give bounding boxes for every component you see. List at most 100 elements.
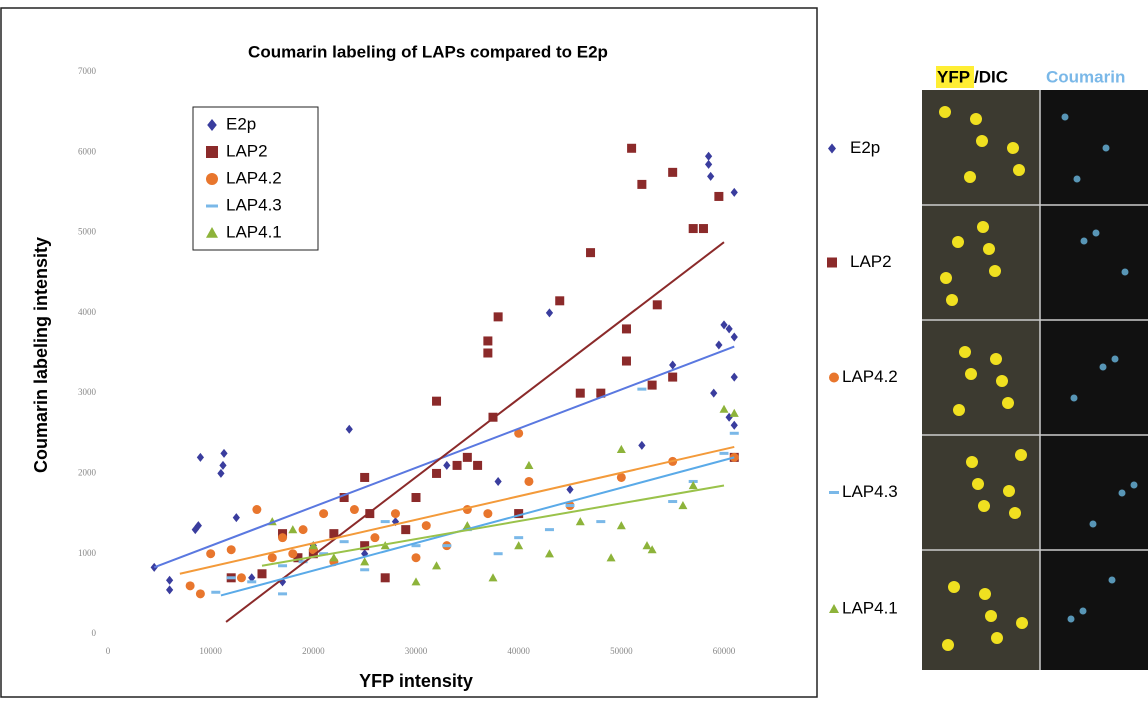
cell-spot: [942, 639, 954, 651]
point: [688, 480, 698, 490]
row-marker: [829, 372, 839, 383]
point: [207, 119, 217, 131]
point: [288, 549, 298, 559]
row-marker: [829, 604, 839, 613]
cell-spot: [978, 500, 990, 512]
point: [668, 500, 678, 504]
x-tick-label: 0: [106, 646, 111, 656]
point: [642, 541, 652, 550]
cell-spot: [953, 404, 965, 416]
point: [544, 528, 554, 532]
cell-spot: [1108, 576, 1116, 584]
point: [236, 573, 246, 583]
point: [380, 573, 390, 583]
point: [544, 549, 554, 558]
cell-spot: [946, 294, 958, 306]
cell-spot: [1130, 481, 1138, 489]
point: [678, 501, 688, 510]
x-tick-label: 20000: [302, 646, 325, 656]
point: [217, 468, 225, 478]
point: [380, 520, 390, 524]
point: [710, 388, 718, 398]
point: [707, 171, 715, 181]
point: [206, 227, 218, 238]
point: [194, 521, 202, 531]
row-label: LAP4.3: [842, 482, 898, 501]
cell-spot: [991, 632, 1003, 644]
point: [219, 460, 227, 470]
legend-label: LAP2: [226, 141, 268, 160]
x-tick-label: 40000: [507, 646, 530, 656]
panel-header: /DIC: [974, 67, 1008, 86]
point: [411, 577, 421, 586]
point: [308, 541, 318, 550]
point: [638, 440, 646, 450]
point: [166, 585, 174, 595]
point: [206, 549, 216, 559]
cell-spot: [1089, 520, 1097, 528]
point: [319, 509, 329, 519]
point: [329, 553, 339, 562]
cell-spot: [1015, 449, 1027, 461]
legend-label: LAP4.3: [226, 195, 282, 214]
point: [719, 451, 729, 455]
row-label: LAP4.1: [842, 598, 898, 617]
point: [411, 553, 421, 563]
point: [360, 472, 370, 482]
point: [349, 505, 359, 515]
point: [390, 509, 400, 519]
point: [370, 533, 380, 543]
row-label: LAP4.2: [842, 367, 898, 386]
point: [247, 580, 257, 584]
x-tick-label: 30000: [405, 646, 428, 656]
point: [483, 509, 493, 519]
cell-spot: [989, 265, 1001, 277]
point: [278, 592, 288, 596]
x-tick-label: 50000: [610, 646, 633, 656]
point: [705, 151, 713, 161]
point: [432, 396, 442, 406]
trend-line: [220, 456, 735, 597]
point: [345, 424, 353, 434]
cell-spot: [1007, 142, 1019, 154]
point: [211, 590, 221, 594]
point: [669, 360, 677, 370]
legend-label: E2p: [226, 114, 256, 133]
cell-spot: [965, 368, 977, 380]
point: [483, 348, 493, 358]
point: [293, 553, 303, 563]
cell-spot: [1099, 363, 1107, 371]
cell-spot: [940, 272, 952, 284]
cell-spot: [952, 236, 964, 248]
row-marker: [829, 491, 839, 494]
cell-spot: [1009, 507, 1021, 519]
cell-spot: [964, 171, 976, 183]
point: [452, 460, 462, 470]
cell-spot: [959, 346, 971, 358]
cell-spot: [1073, 175, 1081, 183]
y-tick-label: 3000: [78, 387, 97, 397]
point: [627, 143, 637, 153]
point: [729, 431, 739, 435]
point: [432, 468, 442, 478]
cell-spot: [1061, 113, 1069, 121]
cell-spot: [1080, 237, 1088, 245]
point: [257, 569, 267, 579]
point: [514, 509, 524, 519]
cell-spot: [983, 243, 995, 255]
point: [411, 493, 421, 503]
point: [360, 568, 370, 572]
trend-line: [225, 241, 725, 623]
point: [339, 493, 349, 503]
point: [621, 356, 631, 366]
cell-spot: [939, 106, 951, 118]
point: [524, 476, 534, 486]
point: [730, 187, 738, 197]
point: [575, 388, 585, 398]
y-tick-label: 0: [92, 628, 97, 638]
cell-spot: [970, 113, 982, 125]
point: [278, 564, 288, 568]
cell-spot: [1016, 617, 1028, 629]
point: [166, 575, 174, 585]
point: [411, 544, 421, 548]
